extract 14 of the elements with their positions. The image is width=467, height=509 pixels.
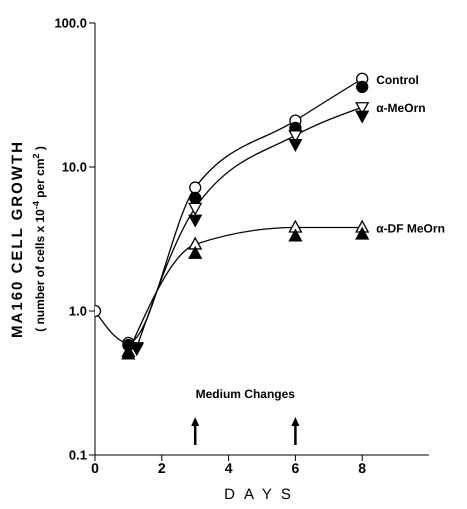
x-tick-label: 0 bbox=[91, 460, 100, 476]
series-label: α-DF MeOrn bbox=[376, 222, 445, 236]
x-tick-label: 2 bbox=[158, 460, 166, 476]
series-label: Control bbox=[376, 72, 419, 87]
y-tick-label: 0.1 bbox=[68, 448, 87, 463]
y-tick-label: 100.0 bbox=[54, 16, 87, 31]
x-axis-title: DAYS bbox=[224, 486, 300, 503]
y-tick-label: 1.0 bbox=[68, 304, 87, 319]
y-tick-label: 10.0 bbox=[62, 160, 87, 175]
x-tick-label: 4 bbox=[224, 460, 233, 476]
series-label: α-MeOrn bbox=[376, 101, 426, 116]
annotation: Medium Changes bbox=[196, 387, 296, 401]
x-tick-label: 6 bbox=[292, 460, 300, 476]
x-tick-label: 8 bbox=[358, 460, 366, 476]
